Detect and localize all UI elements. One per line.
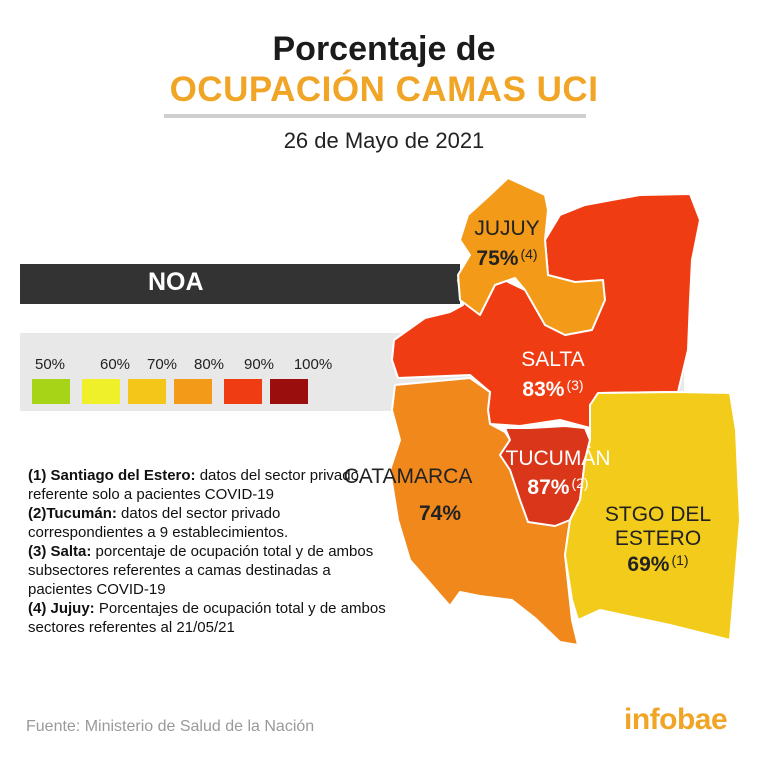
label-salta-name: SALTA [521, 348, 585, 371]
title-divider [164, 114, 586, 118]
label-catamarca-value: 74% [418, 502, 462, 525]
label-catamarca-name: CATAMARCA [343, 465, 473, 488]
legend-swatch-50 [32, 379, 70, 404]
label-jujuy-name: JUJUY [474, 217, 540, 240]
footnote-1: (1) Santiago del Estero: datos del secto… [28, 467, 359, 503]
legend-swatch-100 [270, 379, 308, 404]
region-bar [20, 264, 460, 304]
label-santiago-value: 69% (1) [627, 552, 689, 576]
legend-label-50: 50% [34, 356, 66, 373]
province-jujuy [457, 177, 606, 336]
date-label: 26 de Mayo de 2021 [283, 128, 485, 153]
brand-logo: infobae [624, 703, 728, 736]
title-line2: OCUPACIÓN CAMAS UCI [169, 70, 599, 109]
legend-label-60: 60% [99, 356, 131, 373]
label-salta-value: 83% (3) [522, 377, 584, 401]
region-bar-label: NOA [148, 268, 204, 296]
label-jujuy-value: 75% (4) [476, 246, 538, 270]
legend-swatch-80 [174, 379, 212, 404]
legend-label-100: 100% [293, 356, 333, 373]
label-santiago-name-2: ESTERO [614, 527, 702, 550]
province-catamarca [389, 377, 579, 646]
legend-swatch-90 [224, 379, 262, 404]
province-santiago-del-estero [564, 391, 741, 641]
footnote-2: (2)Tucumán: datos del sector privado cor… [28, 505, 289, 541]
legend-label-90: 90% [243, 356, 275, 373]
label-tucuman-value: 87% (2) [527, 475, 589, 499]
footnote-4: (4) Jujuy: Porcentajes de ocupación tota… [28, 600, 386, 636]
legend-swatch-60 [82, 379, 120, 404]
legend-swatch-70 [128, 379, 166, 404]
legend-label-70: 70% [146, 356, 178, 373]
footnotes: (1) Santiago del Estero: datos del secto… [28, 466, 388, 637]
title-line1: Porcentaje de [272, 30, 496, 68]
legend-label-80: 80% [193, 356, 225, 373]
source-text: Fuente: Ministerio de Salud de la Nación [26, 718, 315, 735]
label-santiago-name-1: STGO DEL [604, 503, 712, 526]
footnote-3: (3) Salta: porcentaje de ocupación total… [28, 543, 374, 598]
label-tucuman-name: TUCUMÁN [505, 447, 611, 470]
